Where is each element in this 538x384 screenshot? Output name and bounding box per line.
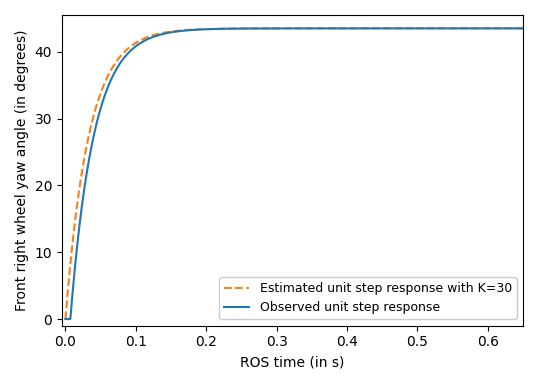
Observed unit step response xyxy=(237,26,244,31)
Estimated unit step response with K=30 xyxy=(404,26,410,31)
Observed unit step response xyxy=(520,26,526,31)
Estimated unit step response with K=30 xyxy=(337,26,343,31)
Observed unit step response xyxy=(62,317,69,321)
Estimated unit step response with K=30 xyxy=(520,26,526,31)
Y-axis label: Front right wheel yaw angle (in degrees): Front right wheel yaw angle (in degrees) xyxy=(15,30,29,311)
Estimated unit step response with K=30 xyxy=(145,35,152,39)
Estimated unit step response with K=30 xyxy=(360,26,366,31)
Line: Observed unit step response: Observed unit step response xyxy=(66,28,523,319)
Observed unit step response xyxy=(404,26,410,31)
Observed unit step response xyxy=(337,26,343,31)
Estimated unit step response with K=30 xyxy=(62,317,69,321)
Observed unit step response xyxy=(438,26,445,31)
Observed unit step response xyxy=(360,26,366,31)
Line: Estimated unit step response with K=30: Estimated unit step response with K=30 xyxy=(66,28,523,319)
Estimated unit step response with K=30 xyxy=(438,26,445,31)
Legend: Estimated unit step response with K=30, Observed unit step response: Estimated unit step response with K=30, … xyxy=(220,277,517,319)
X-axis label: ROS time (in s): ROS time (in s) xyxy=(240,355,345,369)
Observed unit step response xyxy=(145,36,152,41)
Estimated unit step response with K=30 xyxy=(237,26,244,31)
